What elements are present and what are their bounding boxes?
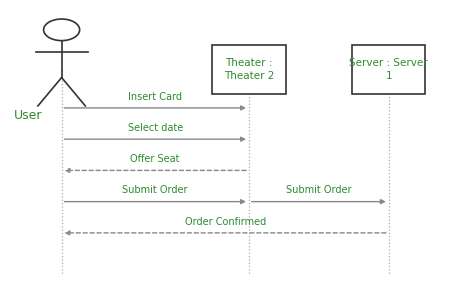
Text: Submit Order: Submit Order — [286, 185, 352, 195]
Text: Submit Order: Submit Order — [122, 185, 188, 195]
Text: Insert Card: Insert Card — [128, 92, 182, 102]
Text: Theater :
Theater 2: Theater : Theater 2 — [224, 59, 274, 81]
Text: Offer Seat: Offer Seat — [130, 154, 180, 164]
Bar — [352, 45, 426, 94]
Text: User: User — [14, 109, 43, 122]
Text: Select date: Select date — [128, 123, 183, 133]
Text: Order Confirmed: Order Confirmed — [184, 217, 266, 227]
Text: Server : Server
1: Server : Server 1 — [349, 59, 428, 81]
Bar — [212, 45, 285, 94]
